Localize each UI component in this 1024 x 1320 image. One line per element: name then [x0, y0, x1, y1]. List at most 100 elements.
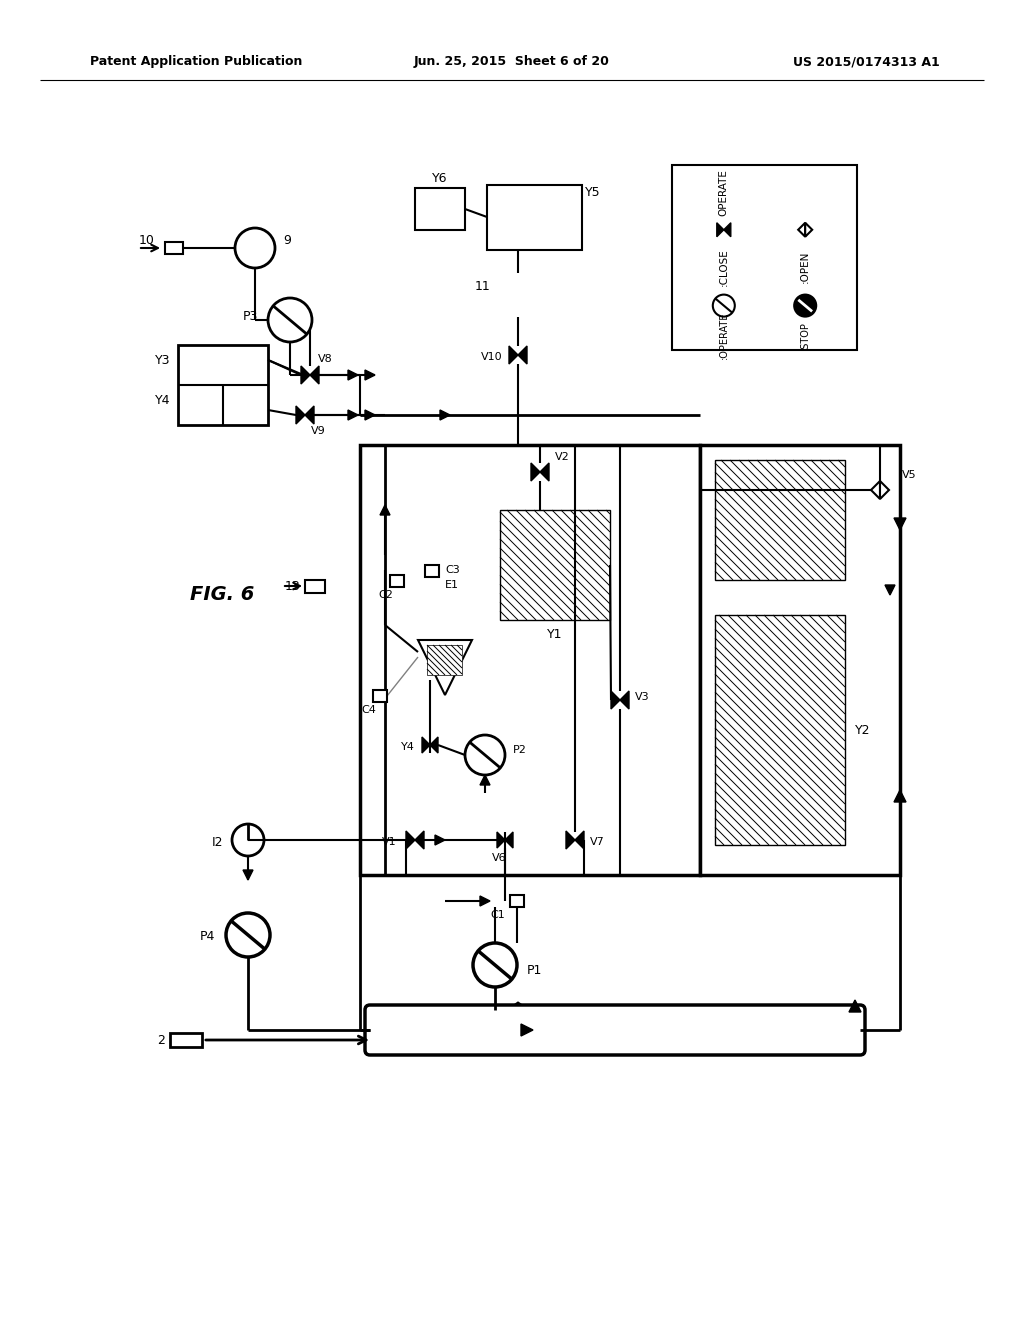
- Circle shape: [713, 294, 735, 317]
- Text: P1: P1: [527, 964, 543, 977]
- Polygon shape: [380, 506, 390, 515]
- Bar: [715, 615, 845, 845]
- Polygon shape: [798, 223, 805, 236]
- Text: C1: C1: [490, 909, 505, 920]
- Text: P2: P2: [513, 744, 527, 755]
- Text: 9: 9: [283, 234, 291, 247]
- Polygon shape: [724, 223, 731, 236]
- Bar: [170, 1034, 202, 1047]
- Bar: [700, 445, 900, 875]
- Bar: [425, 565, 439, 577]
- Polygon shape: [505, 832, 513, 847]
- Polygon shape: [885, 585, 895, 595]
- Polygon shape: [521, 1024, 534, 1036]
- Polygon shape: [422, 737, 430, 752]
- Polygon shape: [301, 366, 310, 384]
- Text: Patent Application Publication: Patent Application Publication: [90, 55, 302, 69]
- Text: FIG. 6: FIG. 6: [190, 586, 254, 605]
- Text: I2: I2: [212, 836, 223, 849]
- Text: V7: V7: [590, 837, 605, 847]
- Polygon shape: [575, 832, 584, 849]
- Text: Y2: Y2: [855, 723, 870, 737]
- Text: :STOP: :STOP: [800, 321, 810, 350]
- Bar: [360, 445, 700, 875]
- Text: V9: V9: [311, 426, 326, 436]
- Bar: [305, 579, 325, 593]
- Text: Y6: Y6: [432, 172, 447, 185]
- Bar: [165, 242, 183, 253]
- Polygon shape: [880, 480, 889, 499]
- Text: V2: V2: [555, 451, 569, 462]
- Polygon shape: [611, 690, 620, 709]
- Text: E1: E1: [445, 579, 459, 590]
- Bar: [427, 645, 462, 675]
- Bar: [415, 187, 465, 230]
- Polygon shape: [365, 411, 375, 420]
- Circle shape: [465, 735, 505, 775]
- Polygon shape: [509, 346, 518, 364]
- Bar: [373, 690, 387, 702]
- Text: V5: V5: [902, 470, 916, 480]
- Circle shape: [268, 298, 312, 342]
- Text: V10: V10: [481, 352, 503, 362]
- Polygon shape: [296, 407, 305, 424]
- Text: US 2015/0174313 A1: US 2015/0174313 A1: [794, 55, 940, 69]
- Text: V3: V3: [635, 692, 649, 702]
- Bar: [500, 510, 610, 620]
- Polygon shape: [480, 775, 490, 785]
- Polygon shape: [497, 832, 505, 847]
- Bar: [672, 165, 857, 350]
- Polygon shape: [418, 640, 472, 696]
- Text: V6: V6: [492, 853, 506, 863]
- Text: 10: 10: [139, 234, 155, 247]
- Bar: [178, 345, 268, 425]
- Text: Y5: Y5: [585, 186, 601, 199]
- Circle shape: [795, 294, 816, 317]
- Bar: [510, 895, 524, 907]
- Text: 2: 2: [157, 1034, 165, 1047]
- Text: 11: 11: [474, 281, 490, 293]
- Polygon shape: [365, 370, 375, 380]
- Polygon shape: [849, 1001, 861, 1012]
- Polygon shape: [243, 870, 253, 880]
- Polygon shape: [310, 366, 319, 384]
- Text: Y3: Y3: [155, 354, 170, 367]
- Bar: [390, 576, 404, 587]
- Text: V1: V1: [382, 837, 397, 847]
- Text: Y4: Y4: [401, 742, 415, 752]
- Polygon shape: [620, 690, 629, 709]
- Polygon shape: [415, 832, 424, 849]
- Polygon shape: [502, 1003, 534, 1047]
- Polygon shape: [430, 737, 438, 752]
- Text: Jun. 25, 2015  Sheet 6 of 20: Jun. 25, 2015 Sheet 6 of 20: [414, 55, 610, 69]
- Polygon shape: [406, 832, 415, 849]
- Circle shape: [232, 824, 264, 855]
- Text: :CLOSE: :CLOSE: [719, 248, 729, 285]
- Polygon shape: [440, 411, 450, 420]
- Polygon shape: [435, 836, 445, 845]
- Text: :OPERATE: :OPERATE: [719, 312, 729, 359]
- Polygon shape: [871, 480, 880, 499]
- FancyBboxPatch shape: [365, 1005, 865, 1055]
- Circle shape: [234, 228, 275, 268]
- Text: C2: C2: [379, 590, 393, 601]
- Text: C4: C4: [361, 705, 377, 715]
- Polygon shape: [566, 832, 575, 849]
- Text: Y4: Y4: [155, 393, 170, 407]
- Polygon shape: [540, 463, 549, 480]
- Bar: [715, 459, 845, 579]
- Polygon shape: [717, 223, 724, 236]
- Text: P3: P3: [243, 310, 258, 323]
- Text: 13: 13: [285, 579, 300, 593]
- Bar: [487, 185, 582, 249]
- Polygon shape: [518, 346, 527, 364]
- Polygon shape: [894, 517, 906, 531]
- Polygon shape: [894, 789, 906, 803]
- Text: C3: C3: [445, 565, 460, 576]
- Text: :OPEN: :OPEN: [800, 251, 810, 282]
- Polygon shape: [348, 370, 358, 380]
- Circle shape: [473, 942, 517, 987]
- Polygon shape: [531, 463, 540, 480]
- Text: P4: P4: [200, 931, 215, 944]
- Polygon shape: [480, 896, 490, 906]
